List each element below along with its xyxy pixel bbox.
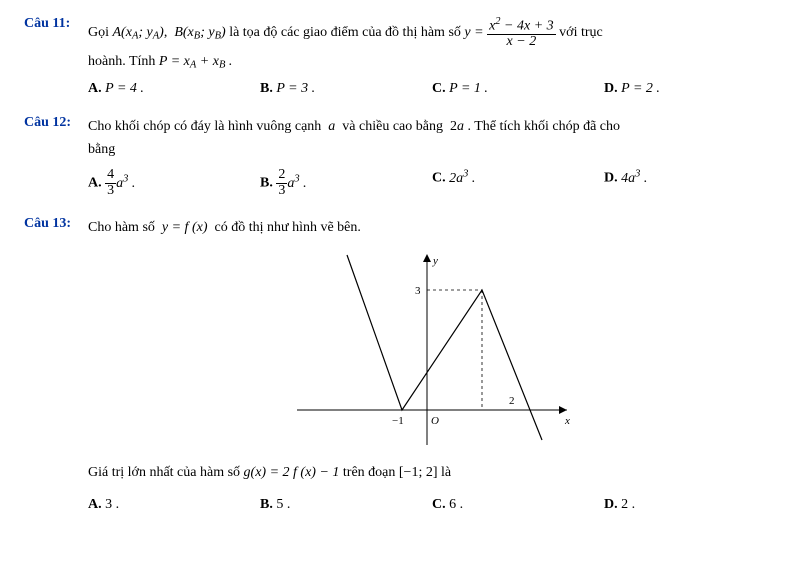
q11-choice-C-val: P = 1 .: [449, 81, 488, 96]
q11-yeq: y =: [464, 25, 483, 40]
q11-B-expr: B(xB; yB): [174, 25, 225, 40]
svg-text:y: y: [432, 255, 438, 267]
q13-choice-D-val: 2 .: [621, 497, 635, 512]
question-13: Câu 13: Cho hàm số y = f (x) có đồ thị n…: [24, 216, 776, 513]
q13-choice-B: B. 5 .: [260, 497, 432, 513]
q11-choice-D-label: D.: [604, 81, 618, 96]
question-13-label: Câu 13:: [24, 216, 88, 232]
q11-frac-den: x − 2: [487, 35, 556, 50]
q12-A-frac: 4 3: [105, 168, 116, 198]
q11-choice-C-label: C.: [432, 81, 446, 96]
question-12-line1: Cho khối chóp có đáy là hình vuông cạnh …: [88, 115, 776, 139]
svg-text:x: x: [564, 415, 570, 427]
q13-choice-B-label: B.: [260, 497, 273, 512]
question-13-after: Giá trị lớn nhất của hàm số g(x) = 2 f (…: [88, 461, 776, 485]
question-11-body: Gọi A(xA; yA), B(xB; yB) là tọa độ các g…: [88, 16, 776, 97]
q13-choice-C-label: C.: [432, 497, 446, 512]
q12-A-frac-num: 4: [105, 168, 116, 184]
q12-B-frac: 2 3: [276, 168, 287, 198]
q12-D-val: 4a3 .: [621, 171, 647, 186]
q11-choice-A: A. P = 4 .: [88, 81, 260, 97]
q11-mid: là tọa độ các giao điểm của đồ thị hàm s…: [229, 25, 464, 40]
svg-text:3: 3: [415, 285, 421, 297]
q11-choice-B-label: B.: [260, 81, 273, 96]
question-13-graph: y x 3 −1 O 2: [88, 250, 776, 455]
q13-choice-D: D. 2 .: [604, 497, 776, 513]
q13-choice-A-label: A.: [88, 497, 102, 512]
q13-g-expr: g(x) = 2 f (x) − 1: [244, 465, 340, 480]
q11-choice-B-val: P = 3 .: [276, 81, 315, 96]
q11-choice-C: C. P = 1 .: [432, 81, 604, 97]
q13-after-mid: trên đoạn: [343, 465, 399, 480]
q13-choice-A-val: 3 .: [105, 497, 119, 512]
q11-choice-D-val: P = 2 .: [621, 81, 660, 96]
q12-B-post: a3 .: [287, 176, 306, 191]
question-13-choices: A. 3 . B. 5 . C. 6 . D. 2 .: [88, 497, 776, 513]
q11-choice-B: B. P = 3 .: [260, 81, 432, 97]
question-12-body: Cho khối chóp có đáy là hình vuông cạnh …: [88, 115, 776, 199]
q13-choice-D-label: D.: [604, 497, 618, 512]
q11-frac-num: x2 − 4x + 3: [487, 16, 556, 35]
q12-A-frac-den: 3: [105, 184, 116, 199]
q12-choice-D-label: D.: [604, 171, 618, 186]
q13-after-pre: Giá trị lớn nhất của hàm số: [88, 465, 244, 480]
q11-fraction: x2 − 4x + 3 x − 2: [487, 16, 556, 50]
question-11: Câu 11: Gọi A(xA; yA), B(xB; yB) là tọa …: [24, 16, 776, 97]
q13-after-post: là: [441, 465, 451, 480]
q11-pre: Gọi: [88, 25, 113, 40]
question-11-choices: A. P = 4 . B. P = 3 . C. P = 1 . D. P = …: [88, 81, 776, 97]
q13-graph-svg: y x 3 −1 O 2: [287, 250, 577, 450]
q11-A-expr: A(xA; yA): [113, 25, 164, 40]
q12-choice-C-label: C.: [432, 171, 446, 186]
svg-text:−1: −1: [392, 415, 404, 427]
q12-choice-B-label: B.: [260, 176, 273, 191]
svg-text:O: O: [431, 415, 439, 427]
question-11-line2: hoành. Tính P = xA + xB .: [88, 50, 776, 74]
question-13-line1: Cho hàm số y = f (x) có đồ thị như hình …: [88, 216, 776, 240]
q12-C-val: 2a3 .: [449, 171, 475, 186]
question-12: Câu 12: Cho khối chóp có đáy là hình vuô…: [24, 115, 776, 199]
question-13-body: Cho hàm số y = f (x) có đồ thị như hình …: [88, 216, 776, 513]
q11-choice-A-val: P = 4 .: [105, 81, 144, 96]
q11-P-expr: P = xA + xB .: [159, 54, 232, 69]
q11-line2-pre: hoành. Tính: [88, 54, 159, 69]
question-12-line2: bằng: [88, 138, 776, 162]
q13-choice-B-val: 5 .: [276, 497, 290, 512]
q12-choice-A-label: A.: [88, 176, 102, 191]
q12-B-frac-num: 2: [276, 168, 287, 184]
question-12-label: Câu 12:: [24, 115, 88, 131]
q12-choice-A: A. 4 3 a3 .: [88, 168, 260, 198]
q12-choice-D: D. 4a3 .: [604, 168, 776, 198]
question-11-label: Câu 11:: [24, 16, 88, 32]
q11-choice-D: D. P = 2 .: [604, 81, 776, 97]
question-12-choices: A. 4 3 a3 . B. 2 3 a3 . C. 2a3 .: [88, 168, 776, 198]
q13-choice-C: C. 6 .: [432, 497, 604, 513]
svg-text:2: 2: [509, 395, 515, 407]
q12-choice-B: B. 2 3 a3 .: [260, 168, 432, 198]
q11-choice-A-label: A.: [88, 81, 102, 96]
q13-choice-C-val: 6 .: [449, 497, 463, 512]
q11-post: với trục: [559, 25, 603, 40]
q12-choice-C: C. 2a3 .: [432, 168, 604, 198]
q12-B-frac-den: 3: [276, 184, 287, 199]
q13-interval: [−1; 2]: [399, 465, 438, 480]
question-11-line1: Gọi A(xA; yA), B(xB; yB) là tọa độ các g…: [88, 16, 776, 50]
q12-A-post: a3 .: [116, 176, 135, 191]
q13-choice-A: A. 3 .: [88, 497, 260, 513]
